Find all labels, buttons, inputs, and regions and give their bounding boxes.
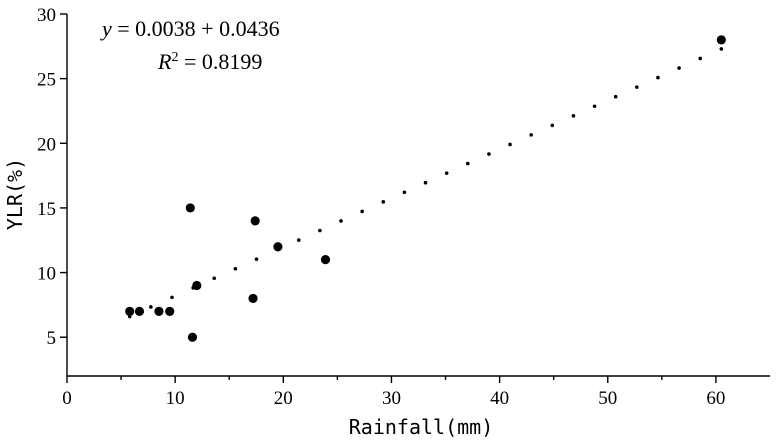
x-tick-label: 0 [62, 388, 72, 409]
fit-line-dot [613, 94, 618, 99]
fit-line-dot [719, 47, 724, 51]
r-squared-annotation: R2 = 0.8199 [157, 49, 262, 74]
fit-line-dot [381, 200, 386, 204]
fit-line-dot [529, 133, 533, 137]
data-point [125, 306, 135, 316]
data-point [134, 306, 145, 316]
fit-line-dot [444, 171, 449, 175]
fit-line-dot [423, 180, 428, 185]
x-tick-label: 30 [382, 388, 401, 409]
fit-line-dot [465, 161, 470, 166]
x-tick-label: 10 [166, 388, 185, 409]
data-point [250, 216, 260, 226]
x-ticks: 0 10 20 30 40 50 60 [62, 376, 725, 409]
fit-line-dot [339, 219, 343, 223]
x-tick-label: 40 [490, 388, 509, 409]
fit-line-dot [318, 228, 322, 233]
x-tick-label: 60 [706, 388, 725, 409]
y-tick-label: 5 [47, 328, 57, 349]
y-tick-label: 20 [37, 134, 56, 155]
x-tick-label: 20 [274, 388, 293, 409]
data-point [185, 203, 195, 213]
fit-line-dot [635, 85, 639, 89]
data-point [320, 255, 331, 265]
data-points [125, 35, 726, 342]
y-tick-label: 10 [37, 264, 56, 285]
fit-line-dot [149, 305, 153, 309]
r-squared-exponent: 2 [171, 50, 178, 65]
r-squared-symbol: R [157, 49, 172, 74]
fit-line-dot [571, 114, 576, 118]
data-point [154, 306, 164, 316]
equation-expression: = 0.0038 + 0.0436 [112, 16, 280, 41]
y-tick-label: 15 [37, 199, 56, 220]
fit-line-dot [656, 75, 660, 80]
x-tick-label: 50 [598, 388, 617, 409]
equation-annotation: y = 0.0038 + 0.0436 [100, 16, 280, 41]
fit-line-dot [487, 152, 491, 156]
data-point [273, 242, 283, 252]
fit-line-dot [677, 66, 681, 70]
equation-variable: y [100, 16, 112, 41]
y-tick-label: 30 [37, 5, 56, 26]
fit-line-dot [360, 209, 364, 214]
fit-line-dot [698, 56, 703, 61]
fit-line-dot [296, 238, 301, 242]
data-point [192, 280, 202, 291]
y-axis-title: YLR(%) [3, 158, 27, 230]
data-point [187, 332, 198, 342]
fit-line-dot [254, 257, 259, 261]
data-point [248, 293, 258, 304]
plot-area: 0 10 20 30 40 50 60 5 10 15 20 25 30 [37, 5, 770, 409]
r-squared-value: = 0.8199 [178, 49, 262, 74]
fit-line-dot [508, 142, 512, 147]
x-axis-title: Rainfall(mm) [349, 415, 494, 439]
data-point [716, 35, 726, 45]
fit-line-dot [233, 266, 238, 271]
data-point [165, 306, 175, 316]
y-ticks: 5 10 15 20 25 30 [37, 5, 67, 349]
y-tick-label: 25 [37, 70, 56, 91]
fit-line [127, 47, 724, 319]
fit-line-dot [592, 104, 597, 109]
fit-line-dot [550, 123, 555, 128]
fit-line-dot [212, 276, 217, 281]
fit-line-dot [170, 295, 174, 300]
fit-line-dot [402, 190, 407, 195]
